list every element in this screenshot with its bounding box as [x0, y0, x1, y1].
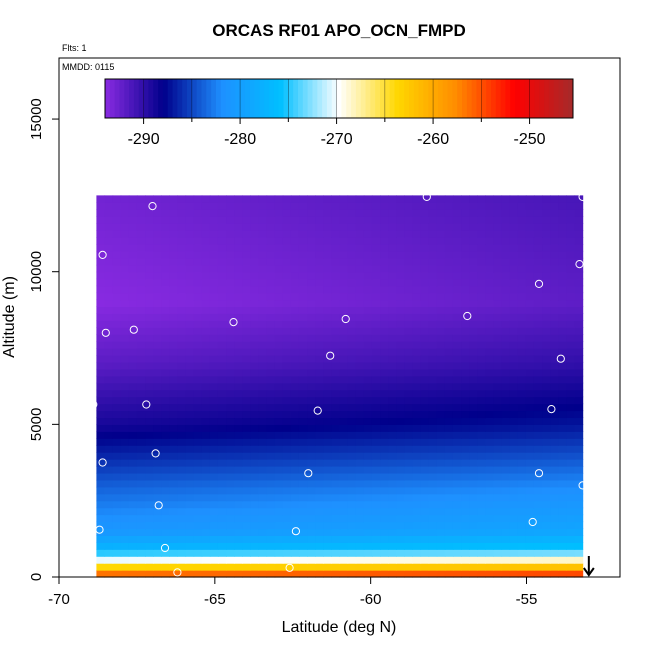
observation-point	[547, 405, 556, 414]
plot-frame	[58, 57, 621, 578]
flights-label: Flts: 1	[62, 43, 87, 53]
y-tick-label: 5000	[28, 408, 45, 441]
observation-point	[578, 481, 587, 490]
y-tick-label: 10000	[28, 251, 45, 293]
colorbar-tick-label: -280	[224, 131, 256, 148]
observation-point	[304, 469, 313, 478]
observation-point	[160, 543, 170, 553]
x-tick-label: -60	[360, 591, 382, 608]
x-tick-label: -65	[204, 591, 226, 608]
y-tick-label: 0	[28, 573, 45, 581]
observation-point	[528, 517, 537, 527]
observation-point	[534, 279, 544, 288]
observation-point	[229, 318, 238, 327]
heatmap-field	[96, 195, 584, 578]
observation-point	[154, 501, 163, 510]
date-annotation: MMDD: 0115	[62, 62, 114, 72]
observation-points	[89, 192, 587, 577]
observation-point	[578, 192, 587, 201]
y-axis: 0 5000 10000 15000	[28, 98, 59, 581]
observation-point	[291, 527, 300, 536]
x-tick-label: -55	[516, 591, 538, 608]
observation-point	[142, 400, 151, 409]
observation-point	[313, 406, 322, 415]
colorbar: -290 -280 -270 -260 -250	[104, 78, 574, 148]
observation-point	[173, 568, 182, 577]
observation-point	[98, 458, 107, 467]
observation-point	[98, 250, 107, 259]
observation-point	[129, 325, 138, 334]
colorbar-tick-label: -290	[128, 131, 160, 148]
observation-point	[151, 449, 160, 458]
observation-point	[326, 351, 335, 360]
x-axis: -70 -65 -60 -55	[48, 577, 537, 608]
observation-point	[101, 328, 110, 337]
x-tick-label: -70	[48, 591, 70, 608]
observation-point	[341, 314, 350, 324]
observation-point	[422, 192, 431, 201]
colorbar-tick-label: -270	[321, 131, 353, 148]
colorbar-tick-label: -260	[417, 131, 449, 148]
x-axis-label: Latitude (deg N)	[282, 619, 397, 636]
observation-point	[95, 525, 104, 534]
colorbar-tick-label: -250	[514, 131, 546, 148]
y-tick-label: 15000	[28, 98, 45, 140]
observation-point	[463, 311, 472, 321]
observation-point	[148, 202, 157, 211]
chart-title: ORCAS RF01 APO_OCN_FMPD	[212, 21, 465, 40]
observation-point	[534, 469, 544, 478]
observation-point	[285, 563, 294, 572]
observation-point	[89, 400, 98, 409]
y-axis-label: Altitude (m)	[1, 276, 18, 358]
arrow-down-icon	[583, 556, 595, 577]
observation-point	[556, 354, 565, 363]
observation-point	[575, 260, 584, 269]
